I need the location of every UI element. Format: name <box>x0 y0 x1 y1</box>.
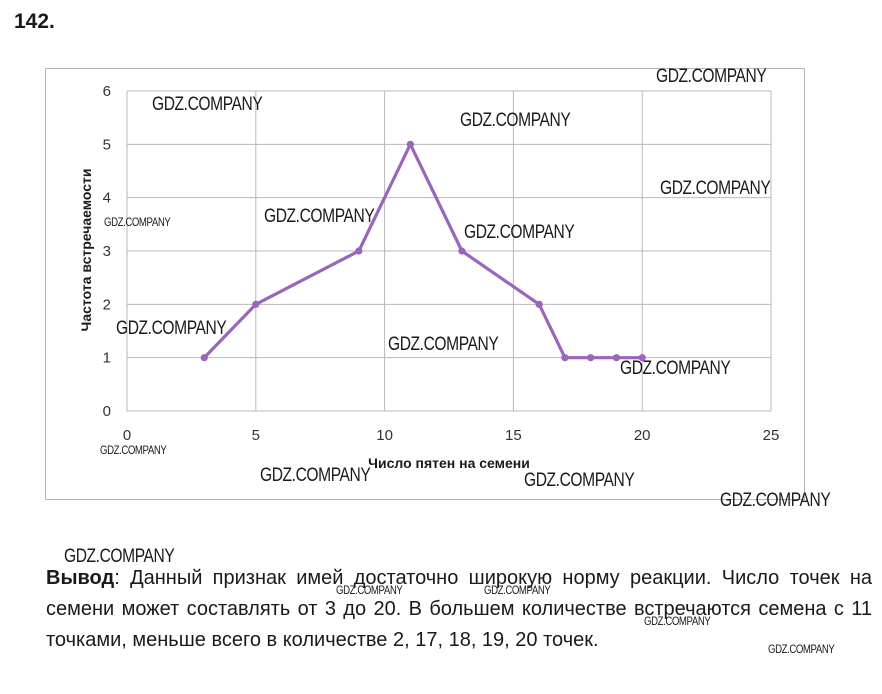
chart-grid <box>126 90 772 412</box>
conclusion-text: : Данный признак имей достаточно широкую… <box>46 567 872 651</box>
conclusion-paragraph: Вывод: Данный признак имей достаточно ши… <box>46 563 872 656</box>
watermark: GDZ.COMPANY <box>644 614 711 628</box>
watermark: GDZ.COMPANY <box>388 334 499 355</box>
y-tick-label: 0 <box>103 403 111 420</box>
x-tick-label: 0 <box>123 427 131 444</box>
watermark: GDZ.COMPANY <box>460 110 571 131</box>
watermark: GDZ.COMPANY <box>660 178 771 199</box>
task-number: 142. <box>14 10 55 33</box>
conclusion-label: Вывод <box>46 567 115 589</box>
watermark: GDZ.COMPANY <box>104 215 171 229</box>
x-tick-labels: 0 5 10 15 20 25 <box>123 427 780 444</box>
data-point <box>535 300 543 308</box>
watermark: GDZ.COMPANY <box>152 94 263 115</box>
y-tick-labels: 0 1 2 3 4 5 6 <box>103 83 111 420</box>
data-point <box>612 354 621 362</box>
watermark: GDZ.COMPANY <box>768 642 835 656</box>
y-tick-label: 2 <box>103 296 111 313</box>
y-tick-label: 4 <box>103 190 111 207</box>
watermark: GDZ.COMPANY <box>484 583 551 597</box>
watermark: GDZ.COMPANY <box>620 358 731 379</box>
y-axis-label: Частота встречаемости <box>78 168 94 331</box>
watermark: GDZ.COMPANY <box>720 490 831 511</box>
data-points <box>200 140 646 362</box>
y-tick-label: 5 <box>103 136 111 153</box>
x-tick-label: 5 <box>252 427 260 444</box>
watermark: GDZ.COMPANY <box>100 443 167 457</box>
watermark: GDZ.COMPANY <box>260 465 371 486</box>
watermark: GDZ.COMPANY <box>64 546 175 567</box>
data-point <box>561 354 569 362</box>
x-tick-label: 15 <box>505 427 522 444</box>
watermark: GDZ.COMPANY <box>264 206 375 227</box>
data-point <box>406 140 414 148</box>
line-chart: 0 1 2 3 4 5 6 0 5 10 15 20 25 Число пятен на семени… <box>45 68 805 500</box>
y-tick-label: 6 <box>103 83 111 100</box>
data-point <box>355 247 363 255</box>
data-point <box>638 354 646 362</box>
x-tick-label: 10 <box>376 427 393 444</box>
watermark: GDZ.COMPANY <box>524 470 635 491</box>
watermark: GDZ.COMPANY <box>336 583 403 597</box>
watermark: GDZ.COMPANY <box>464 222 575 243</box>
y-tick-label: 1 <box>103 350 111 367</box>
data-point <box>458 247 466 255</box>
series-line <box>203 142 643 360</box>
x-axis-label: Число пятен на семени <box>368 455 530 471</box>
watermark: GDZ.COMPANY <box>116 318 227 339</box>
x-tick-label: 20 <box>634 427 651 444</box>
data-point <box>252 300 260 308</box>
chart-frame <box>45 68 805 500</box>
watermark: GDZ.COMPANY <box>656 66 767 87</box>
y-tick-label: 3 <box>103 243 111 260</box>
data-point <box>200 354 208 362</box>
data-point <box>587 354 595 362</box>
x-tick-label: 25 <box>763 427 780 444</box>
